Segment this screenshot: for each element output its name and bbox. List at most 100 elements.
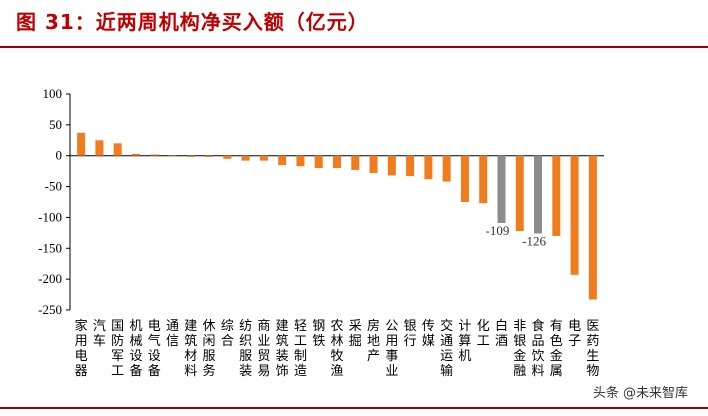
category-label-char: 信 (166, 333, 179, 348)
bar-15 (333, 155, 341, 169)
category-label-char: 备 (148, 363, 161, 378)
category-label-char: 备 (129, 363, 142, 378)
title-rule (0, 46, 708, 48)
category-label-char: 农 (330, 318, 343, 333)
category-label-char: 料 (184, 363, 197, 378)
category-label-char: 融 (513, 363, 526, 378)
y-tick-label: -150 (38, 240, 62, 255)
category-label-char: 闲 (203, 333, 216, 348)
category-label-char: 通 (166, 318, 179, 333)
category-label-char: 贸 (257, 348, 270, 363)
category-label-char: 电 (75, 348, 88, 363)
category-label-char: 织 (239, 333, 252, 348)
category-label-char: 合 (221, 333, 234, 348)
category-label-char: 用 (75, 333, 88, 348)
category-label-char: 铁 (312, 333, 325, 348)
category-label-char: 用 (385, 333, 398, 348)
category-label-char: 械 (129, 333, 142, 348)
bar-13 (296, 155, 305, 167)
y-tick-label: -100 (38, 209, 62, 224)
bar-4 (131, 153, 140, 156)
category-label-char: 电 (148, 318, 161, 333)
category-label-char: 医 (586, 318, 599, 333)
category-label-char: 算 (458, 333, 471, 348)
category-label-char: 掘 (349, 333, 362, 348)
category-label-char: 军 (111, 348, 124, 363)
category-label-char: 计 (458, 318, 471, 333)
category-label-char: 综 (221, 318, 234, 333)
category-label-char: 运 (440, 348, 453, 363)
category-label-char: 装 (276, 348, 289, 363)
bar-8 (205, 155, 214, 157)
category-label-char: 物 (586, 363, 599, 378)
category-label-char: 媒 (422, 333, 435, 348)
bar-26 (534, 155, 543, 234)
bar-7 (186, 155, 195, 157)
category-label-char: 制 (294, 348, 307, 363)
category-label-char: 车 (93, 333, 106, 348)
category-label-char: 饮 (532, 348, 545, 363)
category-label-char: 器 (75, 363, 88, 378)
y-tick-label: -50 (45, 179, 62, 194)
category-label-char: 子 (568, 333, 581, 348)
category-label-char: 地 (367, 333, 380, 348)
category-label-char: 工 (294, 333, 307, 348)
category-label-char: 造 (294, 363, 307, 378)
category-label-char: 渔 (330, 363, 343, 378)
category-label-char: 非 (513, 318, 526, 333)
category-label-char: 服 (203, 348, 216, 363)
bar-18 (387, 155, 396, 176)
bar-21 (442, 155, 451, 182)
bottom-rule (0, 407, 708, 409)
category-label-char: 药 (586, 333, 599, 348)
category-label-char: 化 (477, 318, 490, 333)
y-tick-label: -250 (38, 302, 62, 317)
y-tick-label: 50 (49, 117, 62, 132)
category-label-char: 属 (550, 363, 563, 378)
category-label-char: 牧 (330, 348, 343, 363)
bar-16 (351, 155, 360, 170)
data-label: -109 (486, 223, 510, 238)
category-label-char: 工 (477, 333, 490, 348)
category-label-char: 酒 (495, 333, 508, 348)
bar-22 (460, 155, 469, 202)
category-label-char: 服 (239, 348, 252, 363)
category-label-char: 房 (367, 318, 380, 333)
category-label-char: 筑 (184, 333, 197, 348)
category-label-char: 料 (532, 363, 545, 378)
bar-24 (497, 155, 506, 223)
category-label-char: 品 (532, 333, 545, 348)
bar-28 (570, 155, 579, 275)
category-label-char: 输 (440, 363, 453, 378)
category-label-char: 易 (257, 363, 270, 378)
data-label: -126 (522, 233, 546, 248)
category-label-char: 生 (586, 348, 599, 363)
category-label-char: 商 (257, 318, 270, 333)
category-label-char: 务 (203, 363, 216, 378)
category-label-char: 白 (495, 318, 508, 333)
bar-14 (314, 155, 323, 169)
category-label-char: 气 (148, 333, 161, 348)
category-label-char: 金 (513, 348, 526, 363)
category-label-char: 行 (404, 333, 417, 348)
category-label-char: 公 (385, 318, 398, 333)
category-label-char: 业 (257, 333, 270, 348)
category-label-char: 事 (385, 348, 398, 363)
bar-11 (259, 155, 268, 161)
category-label-char: 有 (550, 318, 563, 333)
category-label-char: 钢 (312, 318, 325, 333)
bar-23 (479, 155, 488, 204)
watermark: 头条 @未来智库 (588, 381, 692, 402)
category-label-char: 建 (276, 318, 289, 333)
bar-27 (552, 155, 561, 236)
category-label-char: 建 (184, 318, 197, 333)
bar-9 (223, 155, 232, 159)
bar-20 (424, 155, 433, 180)
category-label-char: 电 (568, 318, 581, 333)
category-label-char: 筑 (276, 333, 289, 348)
figure-title: 图 31：近两周机构净买入额（亿元） (16, 10, 369, 34)
bar-10 (241, 155, 250, 161)
bar-25 (515, 155, 524, 232)
bar-2 (95, 140, 104, 156)
